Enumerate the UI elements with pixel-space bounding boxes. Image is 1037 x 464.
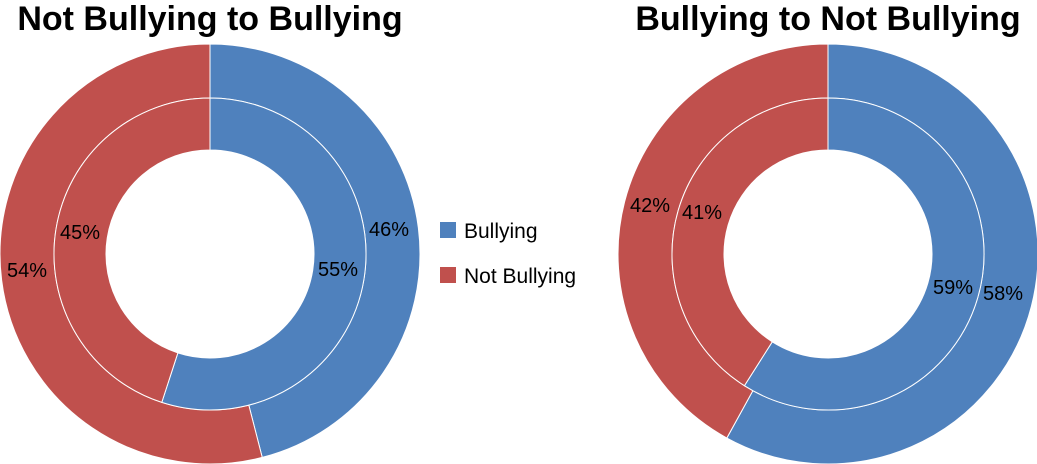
chart-title: Bullying to Not Bullying [635,0,1020,38]
legend-item-not-bullying: Not Bullying [440,265,576,288]
outer-data-label: 58% [983,283,1023,305]
legend-label: Not Bullying [464,265,576,288]
legend-label: Bullying [464,220,538,243]
inner-data-label: 45% [60,222,100,244]
inner-ring-slice-bullying [161,97,367,411]
outer-data-label: 54% [7,260,47,282]
inner-data-label: 41% [682,202,722,224]
legend-swatch [440,267,456,283]
inner-ring-slice-bullying [743,97,985,411]
legend-swatch [440,222,456,238]
legend-item-bullying: Bullying [440,220,538,243]
chart-not-bullying-to-bullying: Not Bullying to Bullying 46% 54% 55% 45% [0,0,421,464]
chart-title: Not Bullying to Bullying [17,0,402,38]
legend: Bullying Not Bullying [440,220,576,288]
inner-data-label: 55% [318,259,358,281]
chart-bullying-to-not-bullying: Bullying to Not Bullying 58% 42% 59% 41% [617,0,1037,464]
outer-data-label: 46% [369,219,409,241]
inner-ring-slice-not-bullying [671,97,829,387]
inner-ring-slice-not-bullying [53,97,211,403]
inner-data-label: 59% [933,277,973,299]
outer-data-label: 42% [630,195,670,217]
